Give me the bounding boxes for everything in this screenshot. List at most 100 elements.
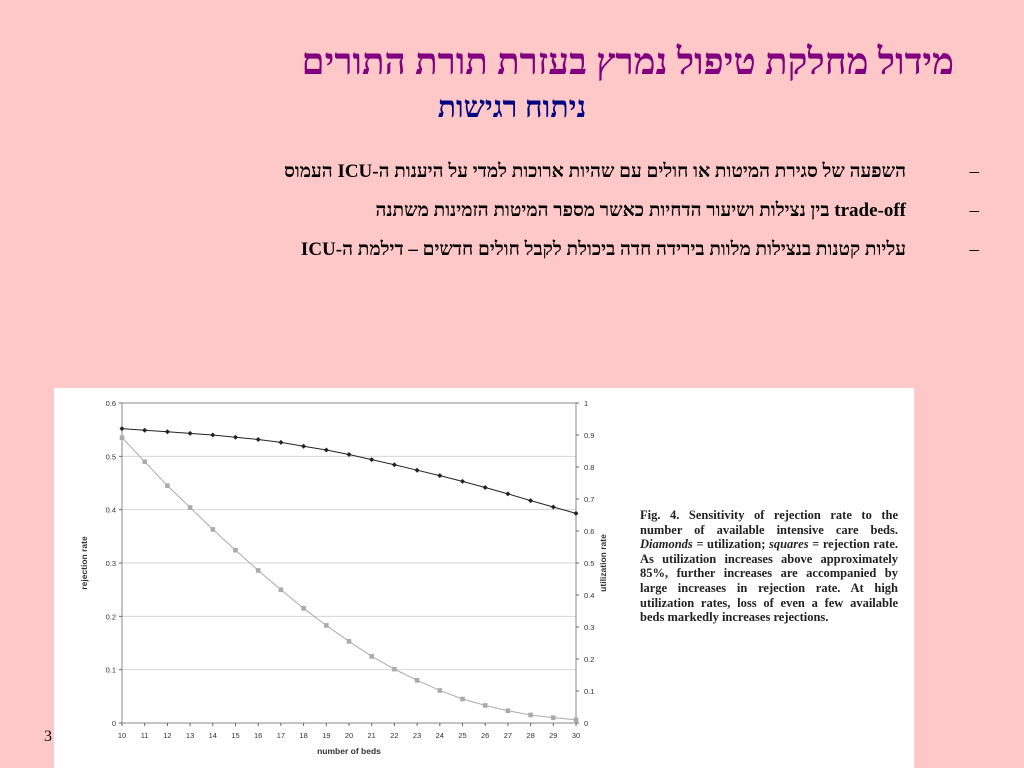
square-point	[460, 696, 465, 702]
page-number: 3	[44, 728, 52, 745]
bullet-item: – השפעה של סגירת המיטות או חולים עם שהיו…	[64, 155, 979, 189]
square-point	[346, 639, 352, 644]
x-tick-label: 21	[368, 731, 376, 740]
caption-diamonds: Diamonds	[640, 537, 693, 552]
square-point	[255, 568, 261, 573]
y-axis-title: rejection rate	[79, 536, 89, 590]
square-point	[369, 654, 374, 659]
series-line-diamond	[121, 428, 577, 514]
sensitivity-chart: 0 0.1 0.2 0.3 0.4 0.5 0.6 0 0.1 0.2 0.3 0.4 0.5 0.6 0.…	[79, 399, 608, 756]
x-tick-label: 22	[390, 731, 398, 740]
x-tick-label: 23	[413, 731, 421, 740]
diamond-point	[323, 447, 329, 453]
bullet-dash: –	[969, 161, 980, 182]
caption-mid: = utilization;	[692, 537, 769, 552]
diamond-point	[391, 462, 397, 468]
x-tick-label: 25	[458, 731, 466, 740]
x-tick-label: 24	[436, 731, 444, 740]
x-tick-label: 28	[526, 731, 534, 740]
x-tick-label: 11	[141, 731, 149, 740]
square-point	[437, 688, 443, 693]
y-tick-label: 0	[112, 719, 116, 728]
caption-squares: squares	[768, 537, 809, 552]
diamond-point	[278, 439, 284, 445]
square-point	[551, 715, 556, 720]
diamond-point	[460, 478, 465, 484]
diamond-point	[301, 443, 307, 449]
y2-tick-label: 0.3	[584, 623, 594, 632]
diamond-point	[142, 427, 148, 433]
figure-image: 0 0.1 0.2 0.3 0.4 0.5 0.6 0 0.1 0.2 0.3 0.4 0.5 0.6 0.…	[54, 388, 914, 768]
bullet-dash: –	[969, 200, 980, 221]
x-tick-label: 13	[186, 731, 194, 740]
diamond-point	[482, 484, 488, 490]
square-point	[528, 712, 533, 718]
y-tick-label: 0.4	[106, 506, 116, 515]
bullet-list: – השפעה של סגירת המיטות או חולים עם שהיו…	[64, 155, 979, 272]
diamond-point	[437, 473, 443, 479]
x-tick-label: 17	[277, 731, 285, 740]
y2-tick-label: 0.9	[584, 431, 594, 440]
x-tick-label: 26	[481, 731, 489, 740]
slide-title: מידול מחלקת טיפול נמרץ בעזרת תורת התורים	[301, 42, 954, 83]
y-tick-label: 0.6	[106, 399, 116, 408]
square-point	[324, 623, 329, 628]
diamond-point	[369, 457, 375, 463]
square-point	[210, 527, 216, 532]
diamond-point	[528, 498, 534, 504]
x-axis-title: number of beds	[317, 746, 381, 756]
caption-lead: Fig. 4. Sensitivity of rejection rate to…	[640, 508, 898, 537]
x-tick-label: 20	[345, 731, 353, 740]
y2-tick-label: 0	[584, 719, 588, 728]
y2-tick-label: 0.7	[584, 495, 594, 504]
square-point	[278, 587, 284, 592]
diamond-point	[505, 491, 511, 497]
bullet-text: trade-off בין נצילות ושיעור הדחיות כאשר …	[375, 200, 906, 221]
square-point	[414, 678, 420, 683]
x-tick-label: 18	[299, 731, 307, 740]
x-tick-label: 27	[504, 731, 512, 740]
x-tick-label: 16	[254, 731, 262, 740]
square-point	[119, 435, 125, 440]
diamond-point	[573, 510, 579, 516]
y-tick-label: 0.5	[106, 452, 116, 461]
square-point	[165, 483, 170, 488]
y2-tick-label: 1	[584, 399, 588, 408]
x-tick-label: 14	[209, 731, 217, 740]
figure-caption: Fig. 4. Sensitivity of rejection rate to…	[640, 508, 898, 625]
square-point	[233, 547, 238, 553]
square-point	[505, 708, 511, 714]
x-tick-label: 30	[572, 731, 580, 740]
square-point	[573, 717, 579, 723]
x-tick-label: 12	[163, 731, 171, 740]
y-tick-label: 0.3	[106, 559, 116, 568]
series-line-square	[121, 437, 577, 721]
square-point	[482, 703, 488, 708]
bullet-item: – trade-off בין נצילות ושיעור הדחיות כאש…	[64, 194, 979, 228]
diamond-point	[346, 452, 352, 458]
y2-tick-label: 0.6	[584, 527, 594, 536]
diamond-point	[210, 432, 216, 438]
x-tick-label: 29	[549, 731, 557, 740]
diamond-point	[164, 429, 170, 435]
y2-tick-label: 0.4	[584, 591, 594, 600]
bullet-text: עליות קטנות בנצילות מלוות בירידה חדה ביכ…	[300, 239, 906, 260]
square-point	[187, 505, 193, 510]
x-tick-label: 19	[322, 731, 330, 740]
y2-axis-title: utilization rate	[598, 534, 608, 592]
bullet-dash: –	[969, 239, 980, 260]
y-tick-label: 0.2	[106, 612, 116, 621]
diamond-point	[187, 430, 193, 436]
diamond-point	[550, 504, 556, 510]
caption-tail: = rejection rate. As utilization increas…	[640, 537, 898, 625]
x-tick-label: 10	[118, 731, 126, 740]
diamond-point	[255, 436, 261, 442]
bullet-text: השפעה של סגירת המיטות או חולים עם שהיות …	[284, 161, 906, 182]
diamond-point	[233, 434, 238, 440]
y-tick-label: 0.1	[106, 666, 116, 675]
bullet-item: – עליות קטנות בנצילות מלוות בירידה חדה ב…	[64, 233, 979, 267]
slide-subtitle: ניתוח רגישות	[437, 91, 587, 124]
diamond-point	[119, 426, 125, 432]
square-point	[392, 666, 397, 672]
square-point	[301, 606, 306, 611]
